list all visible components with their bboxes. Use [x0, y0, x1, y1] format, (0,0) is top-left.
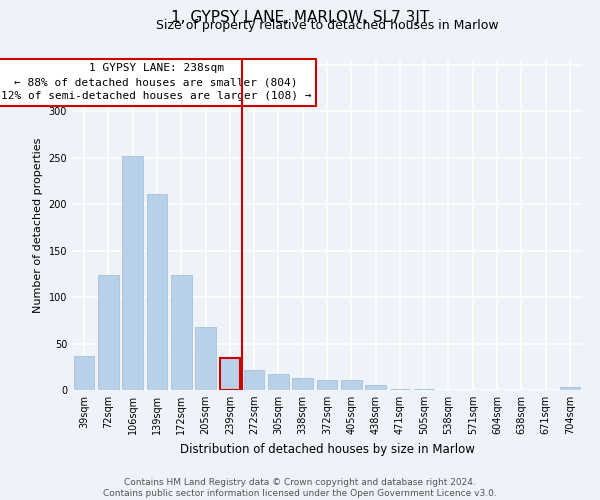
- Title: Size of property relative to detached houses in Marlow: Size of property relative to detached ho…: [155, 20, 499, 32]
- Text: 1, GYPSY LANE, MARLOW, SL7 3JT: 1, GYPSY LANE, MARLOW, SL7 3JT: [171, 10, 429, 25]
- Bar: [292, 378, 313, 390]
- Bar: [74, 356, 94, 390]
- Bar: [220, 358, 240, 390]
- Bar: [341, 380, 362, 390]
- Text: Contains HM Land Registry data © Crown copyright and database right 2024.
Contai: Contains HM Land Registry data © Crown c…: [103, 478, 497, 498]
- Bar: [414, 389, 434, 390]
- Bar: [122, 156, 143, 390]
- Bar: [365, 386, 386, 390]
- Bar: [98, 274, 119, 390]
- Y-axis label: Number of detached properties: Number of detached properties: [33, 138, 43, 312]
- Text: 1 GYPSY LANE: 238sqm
← 88% of detached houses are smaller (804)
12% of semi-deta: 1 GYPSY LANE: 238sqm ← 88% of detached h…: [1, 64, 311, 102]
- Bar: [268, 374, 289, 390]
- Bar: [244, 370, 265, 390]
- Bar: [171, 274, 191, 390]
- Bar: [560, 387, 580, 390]
- Bar: [146, 194, 167, 390]
- Bar: [317, 380, 337, 390]
- X-axis label: Distribution of detached houses by size in Marlow: Distribution of detached houses by size …: [179, 442, 475, 456]
- Bar: [389, 389, 410, 390]
- Bar: [195, 327, 216, 390]
